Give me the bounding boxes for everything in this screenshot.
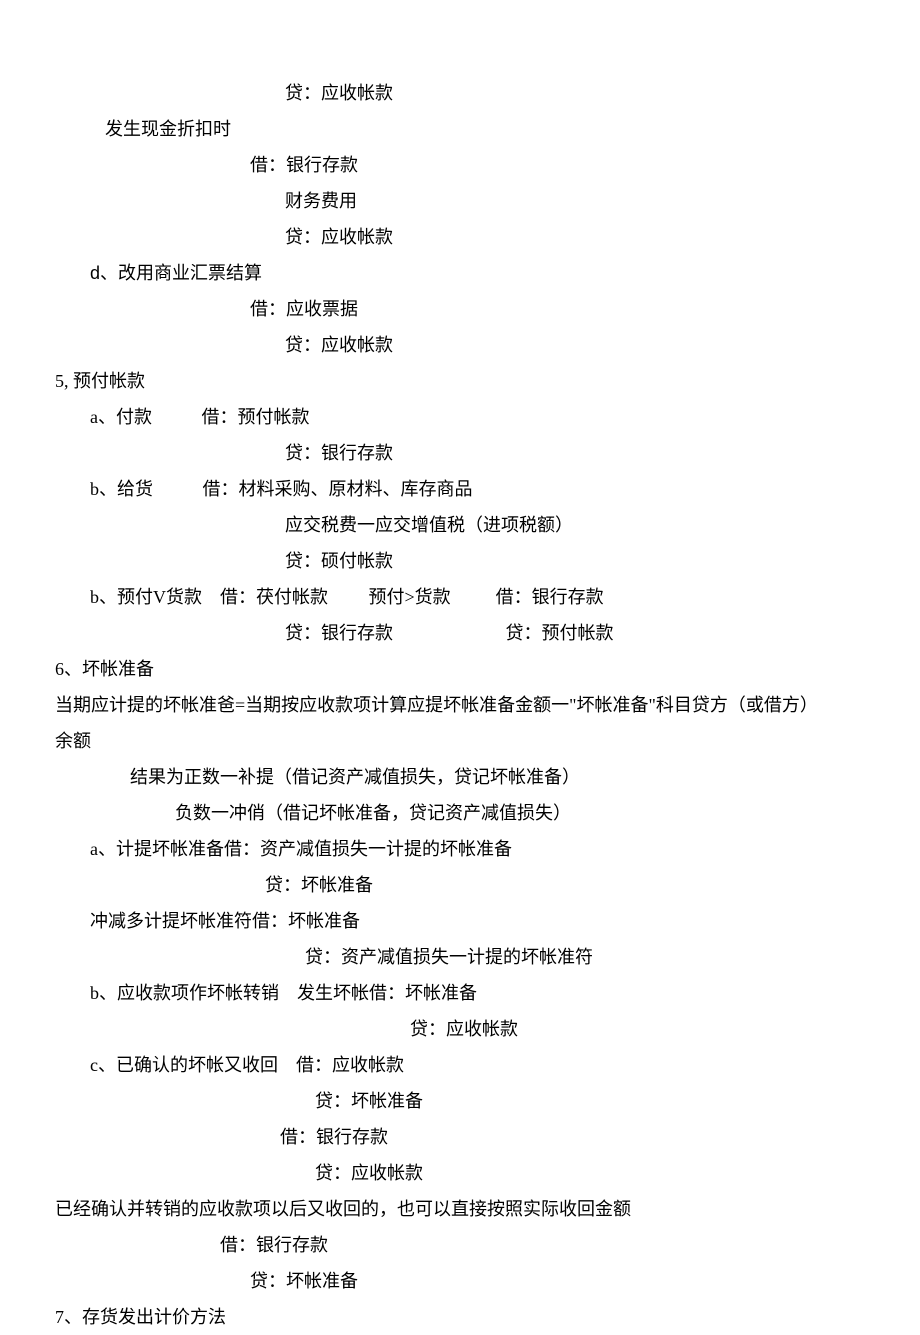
text-line: 应交税费一应交增值税（进项税额） — [55, 507, 865, 543]
text-line: 贷：坏帐准备 — [55, 867, 865, 903]
text-line: 借：银行存款 — [55, 1119, 865, 1155]
text-line: 贷：应收帐款 — [55, 1011, 865, 1047]
text-line: 已经确认并转销的应收款项以后又收回的，也可以直接按照实际收回金额 — [55, 1191, 865, 1227]
text-line: 贷：应收帐款 — [55, 219, 865, 255]
text-line: 贷：资产减值损失一计提的坏帐准符 — [55, 939, 865, 975]
text-line: b、应收款项作坏帐转销 发生坏帐借：坏帐准备 — [55, 975, 865, 1011]
text-line: 贷：应收帐款 — [55, 327, 865, 363]
text-line: 财务费用 — [55, 183, 865, 219]
text-line: d、改用商业汇票结算 — [55, 255, 865, 291]
text-line: 贷：应收帐款 — [55, 75, 865, 111]
text-line: 7、存货发出计价方法 — [55, 1299, 865, 1335]
text-line: 发生现金折扣时 — [55, 111, 865, 147]
text-line: b、给货 借：材料采购、原材料、库存商品 — [55, 471, 865, 507]
text-line: a、计提坏帐准备借：资产减值损失一计提的坏帐准备 — [55, 831, 865, 867]
text-line: 贷：银行存款 — [55, 435, 865, 471]
text-line: 贷：坏帐准备 — [55, 1083, 865, 1119]
text-line: 结果为正数一补提（借记资产减值损失，贷记坏帐准备） — [55, 759, 865, 795]
text-line: 贷：硕付帐款 — [55, 543, 865, 579]
text-line: 贷：应收帐款 — [55, 1155, 865, 1191]
text-line: c、已确认的坏帐又收回 借：应收帐款 — [55, 1047, 865, 1083]
text-line: 借：银行存款 — [55, 147, 865, 183]
text-line: 负数一冲俏（借记坏帐准备，贷记资产减值损失） — [55, 795, 865, 831]
text-line: 当期应计提的坏帐准爸=当期按应收款项计算应提坏帐准备金额一"坏帐准备"科目贷方（… — [55, 687, 865, 723]
text-line: 借：应收票据 — [55, 291, 865, 327]
text-line: 借：银行存款 — [55, 1227, 865, 1263]
text-line: 5, 预付帐款 — [55, 363, 865, 399]
text-line: 冲减多计提坏帐准符借：坏帐准备 — [55, 903, 865, 939]
text-line: a、付款 借：预付帐款 — [55, 399, 865, 435]
text-line: 贷：坏帐准备 — [55, 1263, 865, 1299]
text-line: 余额 — [55, 723, 865, 759]
text-line: 6、坏帐准备 — [55, 651, 865, 687]
text-line: b、预付V货款 借：茯付帐款 预付>货款 借：银行存款 — [55, 579, 865, 615]
text-line: 贷：银行存款 贷：预付帐款 — [55, 615, 865, 651]
